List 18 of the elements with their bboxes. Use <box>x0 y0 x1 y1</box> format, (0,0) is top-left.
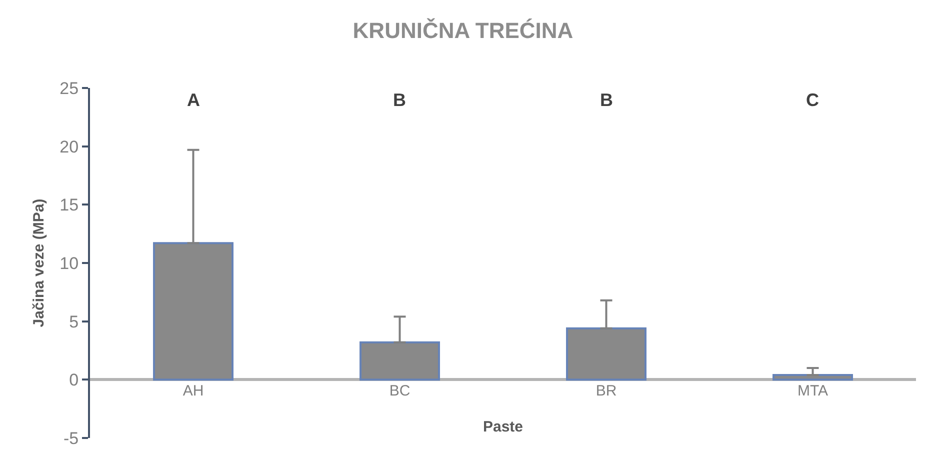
x-tick-label: BR <box>596 382 617 400</box>
y-tick-label: 25 <box>60 78 79 98</box>
y-tick-label: 10 <box>60 254 79 273</box>
y-tick-label: 5 <box>69 312 79 332</box>
chart-title: KRUNIČNA TREĆINA <box>352 18 574 44</box>
y-tick-label: 20 <box>60 137 79 156</box>
annotation: B <box>393 90 406 110</box>
x-tick-label: BC <box>389 382 410 400</box>
annotation: B <box>600 90 613 110</box>
y-tick-label: -5 <box>63 428 79 448</box>
x-tick-label: AH <box>182 382 204 400</box>
x-axis-title: Paste <box>482 418 524 436</box>
annotation: A <box>187 90 200 110</box>
x-tick-label: MTA <box>797 382 828 400</box>
y-tick-label: 0 <box>69 370 79 390</box>
y-tick-label: 15 <box>60 196 79 215</box>
y-axis-title: Jačina veze (MPa) <box>30 198 48 328</box>
annotation: C <box>806 90 819 110</box>
